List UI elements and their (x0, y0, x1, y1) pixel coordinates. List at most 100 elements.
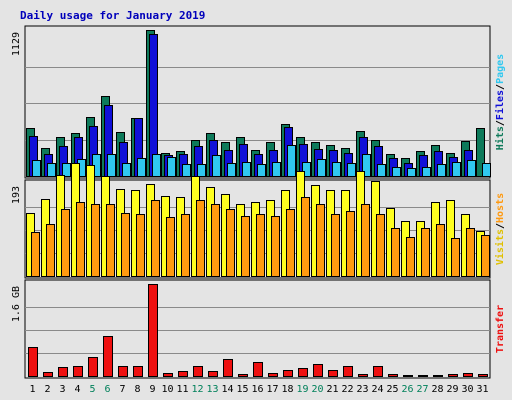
bar-transfer-day-31 (478, 374, 488, 377)
series-pages (32, 145, 491, 177)
bar-transfer-day-19 (298, 368, 308, 377)
bar-hosts-day-13 (211, 204, 220, 277)
legend-part: Transfer (495, 305, 506, 353)
day-label: 18 (281, 384, 293, 395)
bar-transfer-day-30 (463, 373, 473, 377)
bar-transfer-day-26 (403, 375, 413, 377)
bar-hosts-day-20 (316, 204, 325, 277)
bar-pages-day-9 (152, 154, 161, 177)
day-label: 5 (89, 384, 95, 395)
day-label: 21 (326, 384, 338, 395)
bar-hosts-day-24 (376, 214, 385, 277)
day-label: 7 (119, 384, 125, 395)
bar-transfer-day-17 (268, 373, 278, 377)
bar-hosts-day-22 (346, 211, 355, 277)
day-label: 20 (311, 384, 323, 395)
bar-hosts-day-5 (91, 204, 100, 277)
day-labels: 1 2 3 4 5 6 7 8 9 10 11 12 13 14 15 16 17 18 19 20 21 22 23 24 2… (29, 384, 488, 395)
bar-hosts-day-29 (451, 238, 460, 277)
day-label: 6 (104, 384, 110, 395)
bar-hosts-day-12 (196, 200, 205, 277)
ymax-label: 1.6 GB (11, 286, 22, 322)
bar-pages-day-16 (257, 164, 266, 177)
day-label: 14 (221, 384, 233, 395)
bar-pages-day-20 (317, 159, 326, 177)
ymax-label: 1129 (11, 32, 22, 56)
bar-transfer-day-14 (223, 359, 233, 377)
bar-pages-day-7 (122, 163, 131, 177)
bar-hosts-day-21 (331, 214, 340, 277)
legend-part: / (495, 84, 506, 90)
bar-hosts-day-23 (361, 204, 370, 277)
bar-pages-day-15 (242, 162, 251, 177)
bar-transfer-day-8 (133, 366, 143, 377)
day-label: 29 (446, 384, 458, 395)
bar-transfer-day-29 (448, 374, 458, 377)
bar-transfer-day-11 (178, 371, 188, 377)
bar-transfer-day-27 (418, 375, 428, 377)
bar-pages-day-29 (452, 162, 461, 177)
bar-transfer-day-10 (163, 373, 173, 377)
series-transfer (28, 284, 488, 377)
bar-hosts-day-18 (286, 209, 295, 277)
bar-transfer-day-22 (343, 366, 353, 377)
day-label: 13 (206, 384, 218, 395)
bar-pages-day-30 (467, 160, 476, 177)
panel-transfer: 1.6 GB Transfer (11, 279, 506, 379)
day-label: 12 (191, 384, 203, 395)
series-hosts (31, 197, 490, 277)
day-label: 25 (386, 384, 398, 395)
day-label: 10 (161, 384, 173, 395)
legend-part: Visits (494, 229, 506, 265)
bar-pages-day-18 (287, 145, 296, 177)
day-label: 15 (236, 384, 248, 395)
bar-pages-day-10 (167, 157, 176, 177)
day-label: 11 (176, 384, 188, 395)
series-visits (26, 163, 485, 277)
day-label: 30 (461, 384, 473, 395)
bar-hosts-day-31 (481, 235, 490, 277)
bar-pages-day-25 (392, 167, 401, 177)
day-label: 23 (356, 384, 368, 395)
bar-pages-day-2 (47, 163, 56, 177)
day-label: 4 (74, 384, 80, 395)
bar-pages-day-19 (302, 162, 311, 177)
side-legend: Hits/Files/Pages (494, 54, 506, 150)
bar-hosts-day-10 (166, 217, 175, 277)
day-label: 24 (371, 384, 383, 395)
day-label: 28 (431, 384, 443, 395)
day-label: 19 (296, 384, 308, 395)
bar-transfer-day-28 (433, 375, 443, 377)
bar-hosts-day-6 (106, 204, 115, 277)
day-label: 22 (341, 384, 353, 395)
bar-transfer-day-2 (43, 372, 53, 377)
bar-hosts-day-30 (466, 228, 475, 277)
bar-transfer-day-23 (358, 374, 368, 377)
bar-pages-day-22 (347, 163, 356, 177)
legend-part: Pages (495, 54, 506, 84)
bar-transfer-day-3 (58, 367, 68, 377)
bar-transfer-day-24 (373, 366, 383, 377)
bar-hosts-day-25 (391, 228, 400, 277)
bar-pages-day-8 (137, 158, 146, 177)
bar-hosts-day-27 (421, 228, 430, 277)
bar-transfer-day-5 (88, 357, 98, 377)
bar-hosts-day-7 (121, 213, 130, 277)
day-label: 1 (29, 384, 35, 395)
ymax-label: 193 (11, 186, 22, 204)
bar-pages-day-3 (62, 163, 71, 177)
day-label: 3 (59, 384, 65, 395)
bar-transfer-day-7 (118, 366, 128, 377)
bar-pages-day-27 (422, 167, 431, 177)
bar-pages-day-26 (407, 168, 416, 177)
bar-hosts-day-3 (61, 209, 70, 277)
bar-pages-day-24 (377, 164, 386, 177)
bar-pages-day-14 (227, 163, 236, 177)
bar-transfer-day-13 (208, 371, 218, 377)
bar-transfer-day-16 (253, 362, 263, 377)
bar-pages-day-21 (332, 162, 341, 177)
bar-transfer-day-4 (73, 366, 83, 377)
bar-pages-day-23 (362, 154, 371, 177)
bar-hits-day-31 (476, 128, 485, 177)
